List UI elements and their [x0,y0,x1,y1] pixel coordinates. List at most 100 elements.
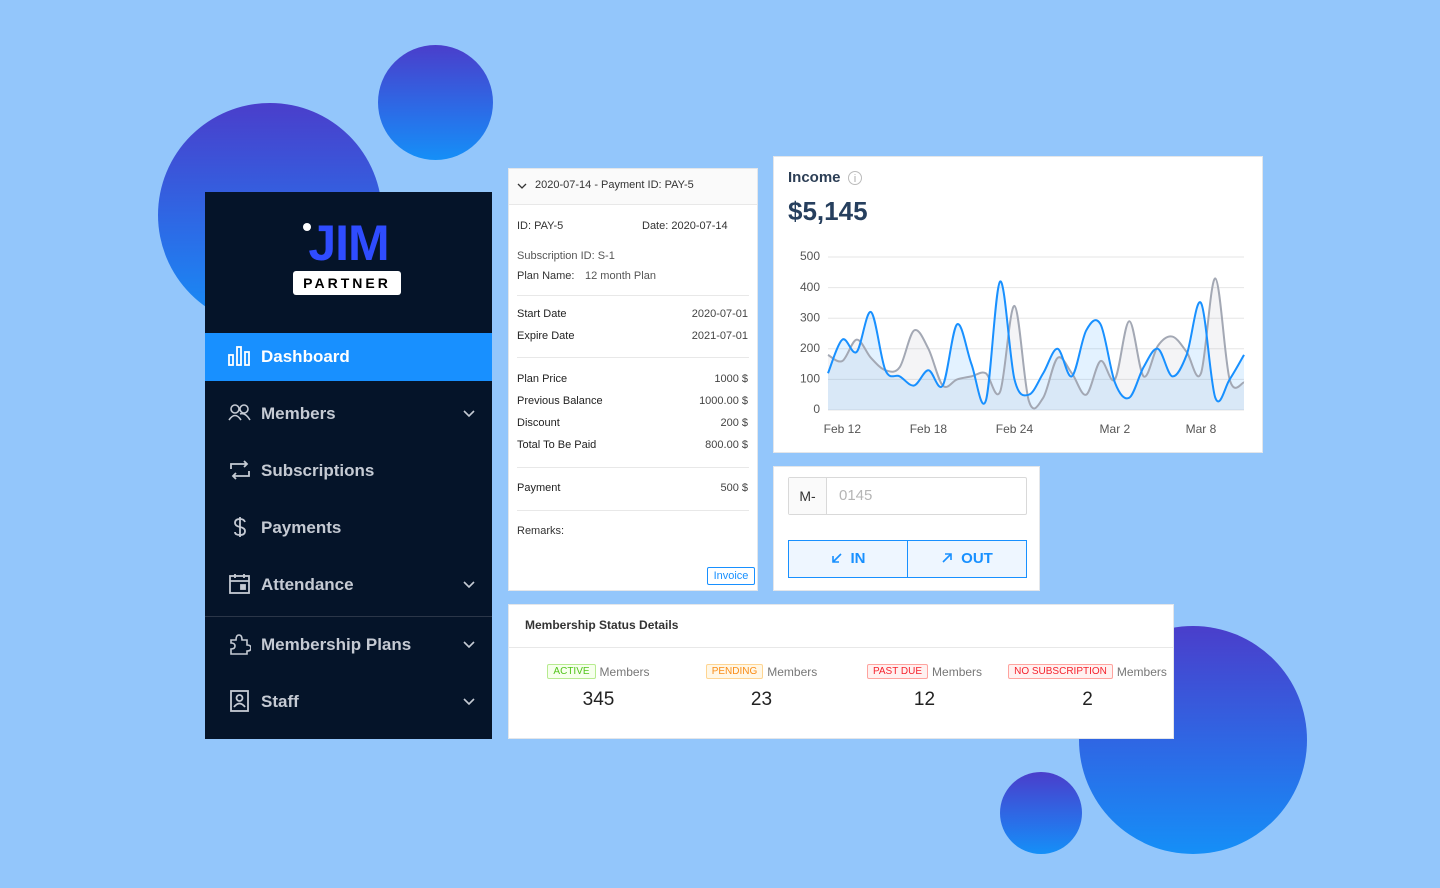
deco-circle [378,45,493,160]
nav-label: Attendance [261,575,354,594]
icon [234,517,246,537]
status-column: NO SUBSCRIPTION Members 2 [1006,663,1169,711]
nav-label: Membership Plans [261,635,412,654]
chevron [517,183,527,189]
field-value: 2020-07-01 [691,308,748,320]
icon [228,346,250,366]
y-tick-label: 400 [800,280,820,294]
field-label: Payment [517,482,561,494]
status-label: Members [599,664,650,679]
field-value: 500 $ [720,482,748,494]
input-prefix: M- [789,478,827,514]
x-tick-label: Mar 8 [1186,422,1217,436]
nav-item[interactable]: Staff [205,678,492,726]
panel-header[interactable]: 2020-07-14 - Payment ID: PAY-5 [509,169,757,205]
nav-label: Dashboard [261,347,350,366]
nav-item[interactable]: Attendance [205,561,492,609]
status-badge: PAST DUE [866,664,929,680]
in-button[interactable]: IN [788,540,908,578]
out-button[interactable]: OUT [907,540,1027,578]
nav-item[interactable]: Payments [205,504,492,552]
separator [517,295,749,296]
field: ID: PAY-5 [517,220,564,232]
status-count: 12 [913,689,936,710]
status-badge: PENDING [705,664,764,680]
field-label: Expire Date [517,330,575,342]
status-count: 345 [582,689,615,710]
x-tick-label: Feb 18 [910,422,948,436]
icon [228,404,251,421]
field-value: 12 month Plan [585,270,656,282]
separator [509,647,1173,648]
nav-label: Subscriptions [261,461,375,480]
status-label: Members [1116,664,1167,679]
status-row: ACTIVE Members [517,663,680,681]
nav-item[interactable]: Members [205,390,492,438]
field-label: Start Date [517,308,567,320]
y-tick-label: 300 [800,310,820,324]
status-column: PAST DUE Members 12 [843,663,1006,711]
field-value: 2021-07-01 [691,330,748,342]
field-label: Total To Be Paid [517,439,597,451]
line [827,280,1245,405]
status-column: PENDING Members 23 [680,663,843,711]
membership-card: Membership Status Details ACTIVE Members 3… [508,604,1174,739]
y-tick-label: 0 [813,402,820,416]
chart-title: Income [788,169,841,186]
field-value: 200 $ [720,417,748,429]
income-card: Income $5,145 0 100 200 300 400 500 Feb 12 Feb … [773,156,1263,453]
card-title: Membership Status Details [525,618,679,632]
status-count: 23 [750,689,773,710]
status-label: Members [932,664,983,679]
icon [230,690,249,712]
field-label: Previous Balance [517,395,603,407]
field-label: Plan Price [517,373,568,385]
chart: Income $5,145 0 100 200 300 400 500 Feb 12 Feb … [788,169,1245,436]
icon [230,460,250,480]
status-badge: NO SUBSCRIPTION [1008,664,1113,680]
info-icon [848,171,862,185]
icon [831,553,842,563]
status-badge: ACTIVE [547,664,596,680]
invoice-button[interactable]: Invoice [707,567,755,585]
status-count: 2 [1082,689,1093,710]
deco-circle [1000,772,1082,854]
nav-label: Payments [261,518,342,537]
separator [517,467,749,468]
separator [517,357,749,358]
status-row: PAST DUE Members [843,663,1006,681]
nav-item[interactable]: Subscriptions [205,447,492,495]
status-label: Members [767,664,818,679]
field: Date: 2020-07-14 [642,220,728,232]
field-value: 1000 $ [714,373,748,385]
input-group: M- 0145 [788,477,1027,515]
input-placeholder[interactable]: 0145 [839,487,873,504]
button-label: OUT [961,550,993,567]
field-value: 800.00 $ [705,439,748,451]
logo-dot [303,223,311,231]
x-tick-label: Feb 24 [996,422,1034,436]
status-row: PENDING Members [680,663,843,681]
icon [230,634,251,655]
icon [942,553,952,563]
field: Subscription ID: S-1 [517,250,615,262]
logo-title: JIM [308,215,389,271]
nav-item[interactable]: Membership Plans [205,621,492,669]
line [827,277,1245,410]
separator [517,510,749,511]
y-tick-label: 100 [800,372,820,386]
y-tick-label: 200 [800,341,820,355]
field-label: Plan Name: [517,270,575,282]
icon [229,574,250,594]
header-text: 2020-07-14 - Payment ID: PAY-5 [535,179,694,191]
payment-panel: 2020-07-14 - Payment ID: PAY-5 ID: PAY-5… [508,168,758,591]
sidebar: JIM PARTNER Dashboard Members Subscripti… [205,192,492,739]
logo-subtitle: PARTNER [293,271,401,295]
chart-subtitle: $5,145 [788,196,868,226]
chevron [463,641,475,649]
nav-item[interactable]: Dashboard [205,333,492,381]
chevron [463,698,475,706]
button-label: IN [850,550,866,567]
field-label: Discount [517,417,560,429]
